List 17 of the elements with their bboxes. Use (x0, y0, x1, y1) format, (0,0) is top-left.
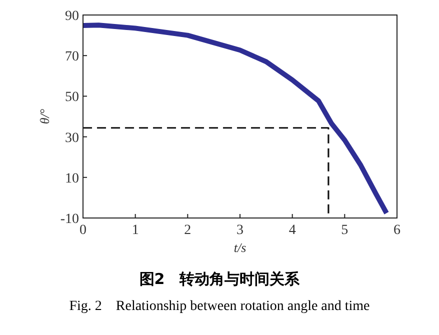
y-tick-label: 30 (65, 130, 79, 146)
x-tick-label: 5 (341, 223, 348, 238)
x-tick-label: 6 (394, 223, 400, 238)
y-tick-label: -10 (60, 212, 79, 227)
x-tick-label: 3 (236, 223, 244, 238)
y-tick-label: 90 (65, 9, 79, 24)
x-tick-label: 0 (80, 223, 86, 238)
y-tick-label: 10 (65, 171, 79, 186)
text: 图2 转动角与时间关系 (139, 270, 301, 288)
x-tick-label: 4 (288, 223, 296, 238)
x-axis-title: t/s (234, 240, 246, 255)
y-tick-label: 50 (65, 90, 79, 106)
y-tick-label: 70 (65, 50, 79, 65)
text: Fig. 2 Relationship between rotation angle and time (69, 299, 370, 314)
y-axis-title: θ/° (37, 108, 52, 124)
x-tick-label: 2 (184, 223, 192, 238)
x-tick-label: 1 (132, 223, 139, 238)
